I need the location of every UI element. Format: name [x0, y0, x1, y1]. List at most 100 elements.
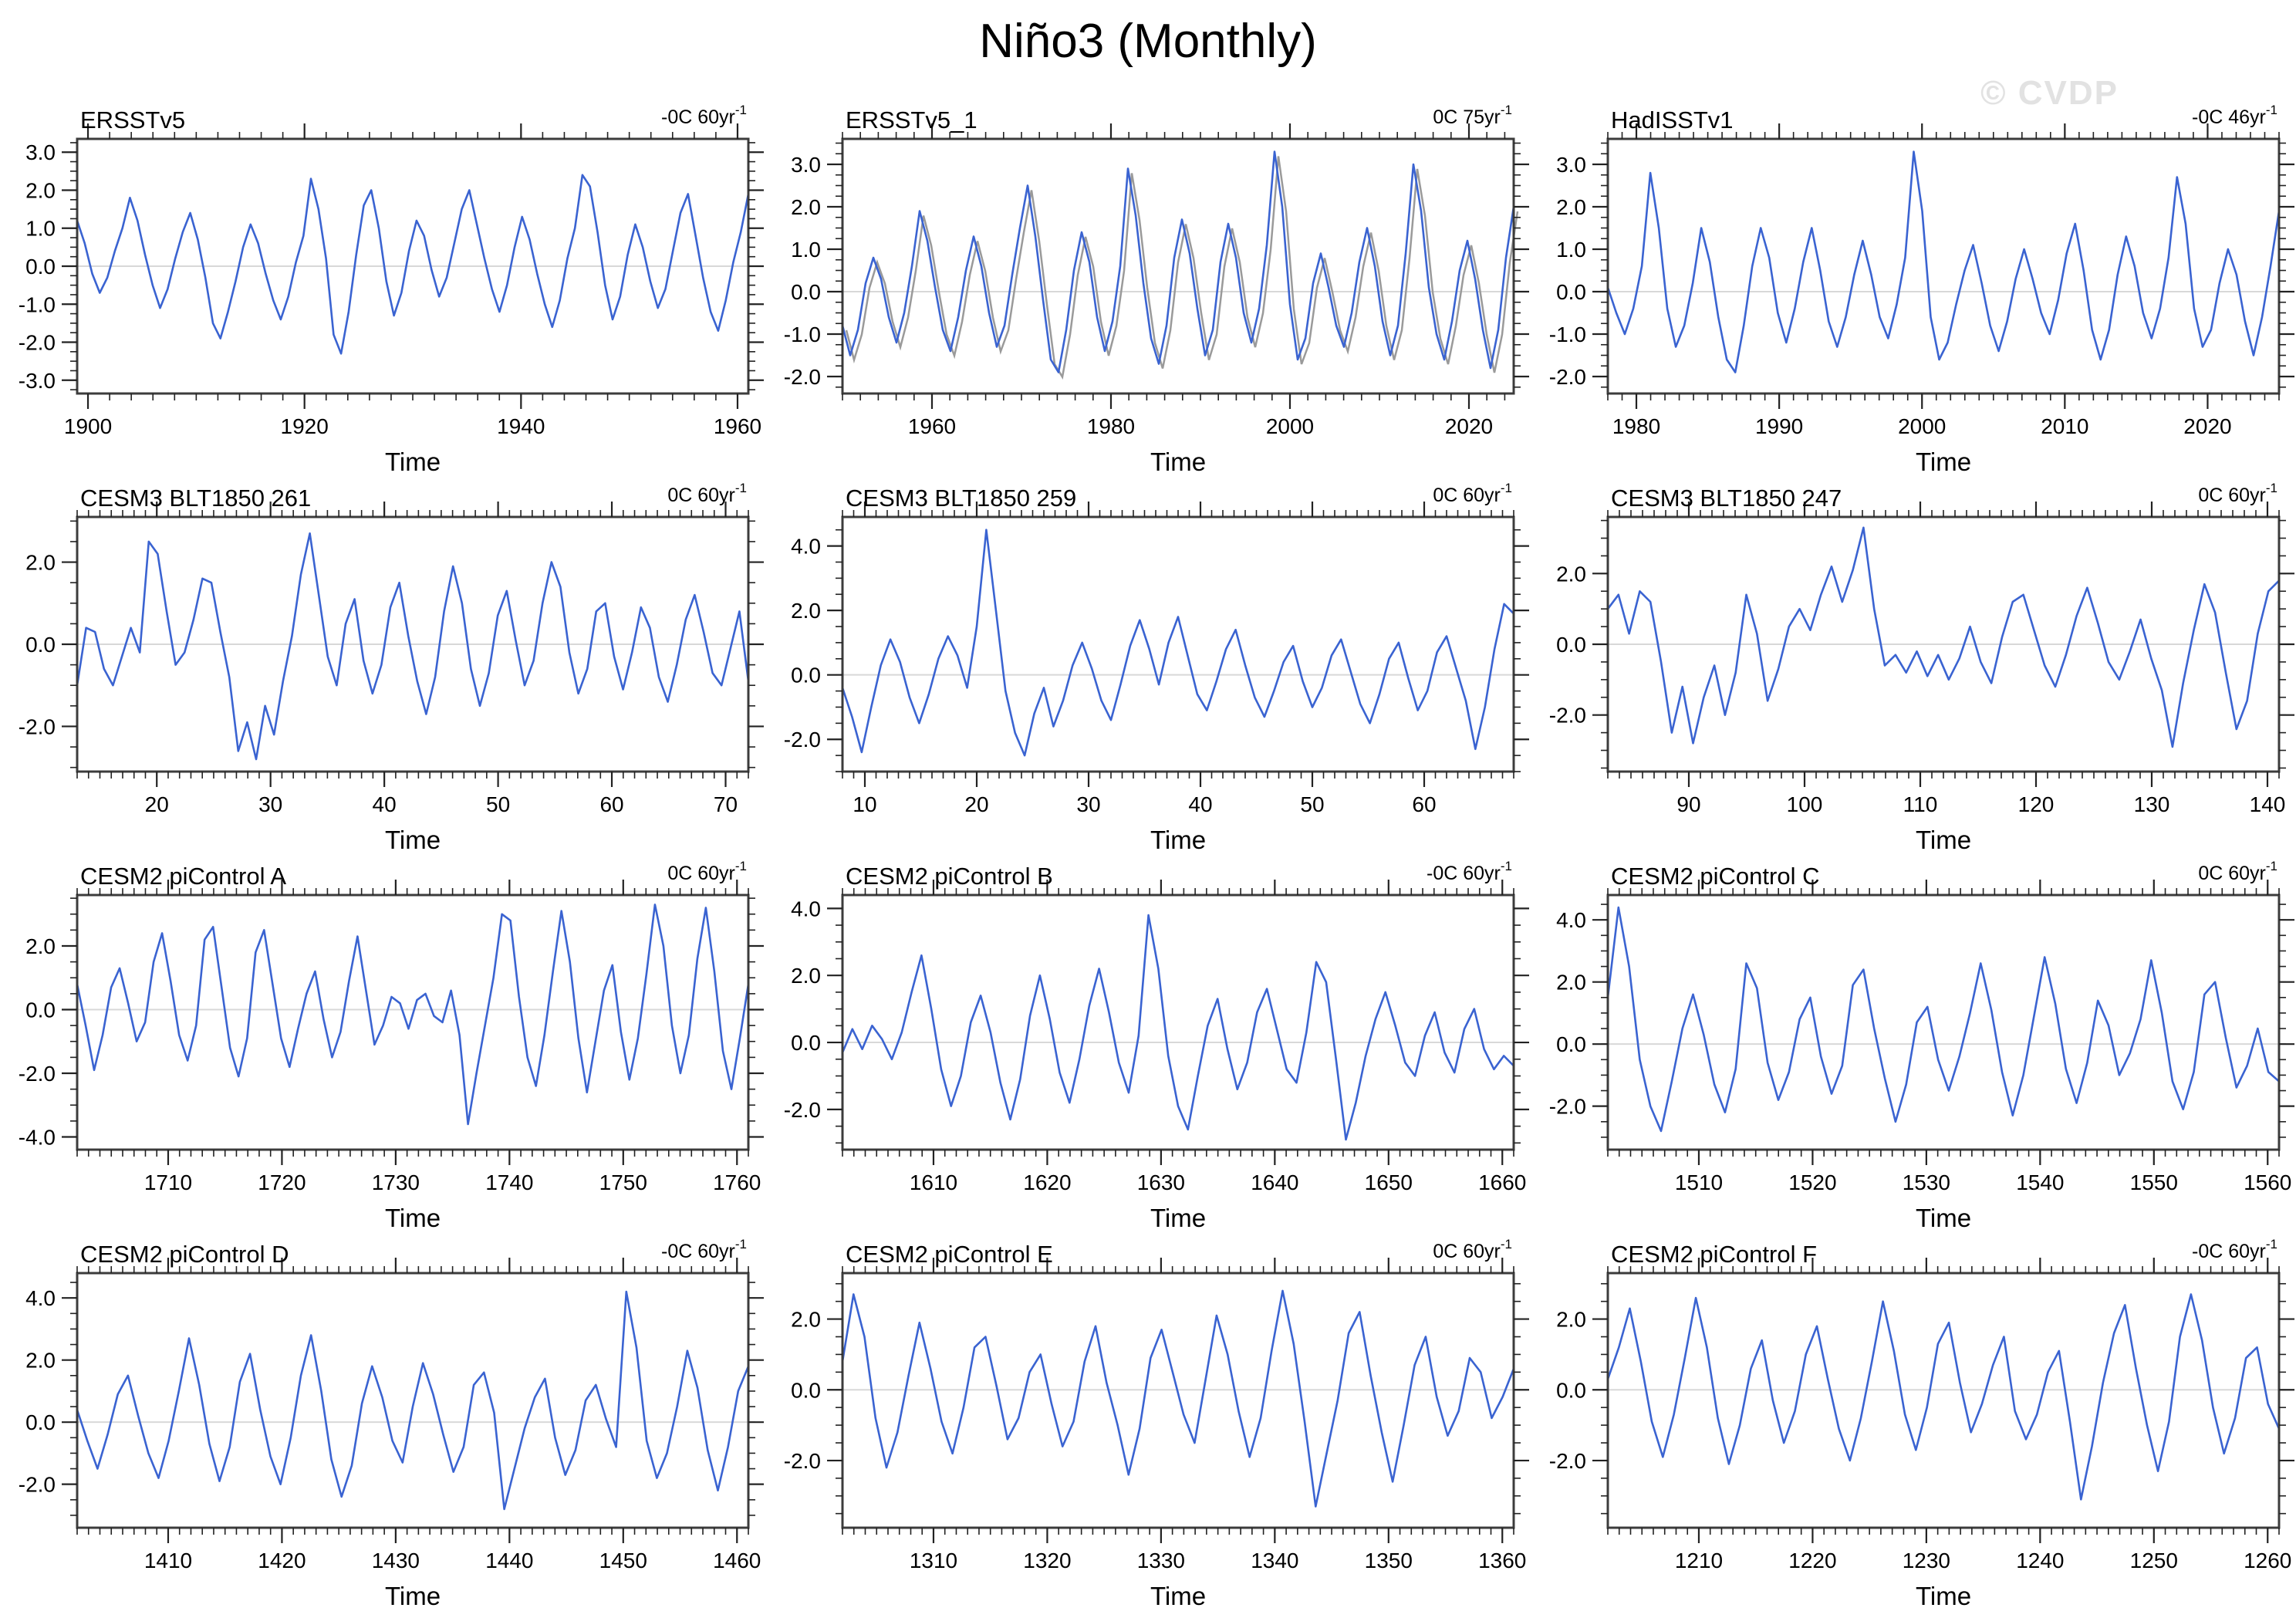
panel-plot: 1610 1620 1630 1640 1650 1660 4.0 2.0 0.0 -2.0 CES… — [784, 859, 1529, 1232]
y-tick-label: -2.0 — [1549, 704, 1586, 728]
x-tick-label: 1340 — [1251, 1549, 1298, 1572]
y-tick-label: 2.0 — [1556, 562, 1586, 586]
panel-title: CESM2 piControl B — [846, 863, 1053, 890]
panel-title: CESM2 piControl A — [80, 863, 286, 890]
x-tick-label: 60 — [599, 792, 623, 816]
panel-plot: 90 100 110 120 130 140 2.0 0.0 -2.0 CESM3 BLT1850… — [1549, 481, 2294, 854]
series-line — [841, 529, 1514, 757]
x-axis-label: Time — [1916, 826, 1971, 854]
x-tick-label: 2000 — [1266, 414, 1314, 438]
x-axis-label: Time — [1916, 1204, 1971, 1232]
series-line — [841, 914, 1514, 1141]
x-tick-label: 1350 — [1365, 1549, 1413, 1572]
series-line — [1606, 150, 2281, 373]
x-tick-label: 1450 — [599, 1549, 647, 1572]
x-tick-label: 1440 — [485, 1549, 533, 1572]
y-tick-label: -2.0 — [784, 365, 821, 389]
axes-box — [1606, 1272, 2281, 1529]
series-line — [1606, 526, 2280, 748]
y-tick-label: 0.0 — [791, 1378, 821, 1402]
x-axis-label: Time — [1150, 1582, 1206, 1610]
y-tick-label: -3.0 — [19, 369, 56, 393]
x-tick-label: 1520 — [1788, 1170, 1836, 1194]
panel-plot: 1960 1980 2000 2020 3.0 2.0 1.0 0.0 -1.0 -2.0 ERSS… — [784, 103, 1529, 476]
axes-box — [1606, 893, 2281, 1151]
x-tick-label: 50 — [486, 792, 510, 816]
timeseries-panel-2: 1960 1980 2000 2020 3.0 2.0 1.0 0.0 -1.0 -2.0 ERSS… — [765, 99, 1531, 477]
y-tick-label: 0.0 — [1556, 280, 1586, 304]
panel-title: ERSSTv5_1 — [846, 106, 977, 133]
panel-plot: 1210 1220 1230 1240 1250 1260 2.0 0.0 -2.0 CESM2 … — [1549, 1237, 2294, 1610]
y-tick-label: -4.0 — [19, 1126, 56, 1150]
x-tick-label: 1710 — [144, 1170, 192, 1194]
x-axis-label: Time — [1150, 826, 1206, 854]
x-axis-label: Time — [385, 1582, 441, 1610]
panel-title: CESM3 BLT1850 259 — [846, 485, 1076, 512]
x-tick-label: 1420 — [258, 1549, 306, 1572]
x-tick-label: 1220 — [1788, 1549, 1836, 1572]
y-tick-label: 0.0 — [791, 280, 821, 304]
timeseries-panel-10: 1410 1420 1430 1440 1450 1460 4.0 2.0 0.0 -2.0 CES… — [0, 1233, 765, 1611]
timeseries-panel-9: 1510 1520 1530 1540 1550 1560 4.0 2.0 0.0 -2.0 CES… — [1531, 855, 2296, 1233]
trend-annotation: 0C 60yr-1 — [2198, 481, 2277, 506]
timeseries-panel-1: 1900 1920 1940 1960 3.0 2.0 1.0 0.0 -1.0 -2.0 -3.0… — [0, 99, 765, 477]
y-tick-label: 2.0 — [791, 195, 821, 219]
x-tick-label: 1250 — [2130, 1549, 2178, 1572]
y-tick-label: 0.0 — [791, 1031, 821, 1055]
x-tick-label: 40 — [1188, 792, 1212, 816]
x-tick-label: 1210 — [1675, 1549, 1723, 1572]
axes-box — [1606, 137, 2281, 395]
x-tick-label: 1650 — [1365, 1170, 1413, 1194]
x-tick-label: 1740 — [485, 1170, 533, 1194]
panel-title: CESM2 piControl E — [846, 1241, 1053, 1268]
x-tick-label: 30 — [258, 792, 282, 816]
x-tick-label: 1940 — [497, 414, 545, 438]
trend-annotation: -0C 46yr-1 — [2192, 103, 2277, 128]
x-tick-label: 1530 — [1903, 1170, 1950, 1194]
x-axis-label: Time — [1150, 1204, 1206, 1232]
y-tick-label: -1.0 — [784, 323, 821, 346]
y-tick-label: -2.0 — [19, 331, 56, 355]
axes-box — [841, 515, 1515, 773]
y-tick-label: 0.0 — [1556, 1378, 1586, 1402]
y-tick-label: 2.0 — [25, 934, 56, 958]
y-tick-label: 4.0 — [791, 535, 821, 559]
y-tick-label: 0.0 — [1556, 1032, 1586, 1056]
x-tick-label: 60 — [1412, 792, 1436, 816]
x-tick-label: 110 — [1903, 792, 1938, 816]
x-tick-label: 1460 — [713, 1549, 761, 1572]
trend-annotation: 0C 60yr-1 — [667, 859, 747, 884]
panel-title: CESM2 piControl C — [1611, 863, 1819, 890]
y-tick-label: -2.0 — [784, 1449, 821, 1473]
x-tick-label: 1980 — [1612, 414, 1660, 438]
panel-plot: 1980 1990 2000 2010 2020 3.0 2.0 1.0 0.0 -1.0 -2.0… — [1549, 103, 2294, 476]
axes-box — [76, 893, 750, 1151]
x-axis-label: Time — [1916, 448, 1971, 476]
panel-plot: 1410 1420 1430 1440 1450 1460 4.0 2.0 0.0 -2.0 CES… — [19, 1237, 764, 1610]
y-tick-label: 0.0 — [25, 1410, 56, 1434]
cvdp-watermark: © CVDP — [1980, 74, 2119, 112]
trend-annotation: -0C 60yr-1 — [2192, 1237, 2277, 1262]
x-tick-label: 1750 — [599, 1170, 647, 1194]
x-tick-label: 1920 — [281, 414, 329, 438]
x-tick-label: 50 — [1300, 792, 1324, 816]
timeseries-panel-3: 1980 1990 2000 2010 2020 3.0 2.0 1.0 0.0 -1.0 -2.0… — [1531, 99, 2296, 477]
trend-annotation: -0C 60yr-1 — [661, 1237, 747, 1262]
y-tick-label: 4.0 — [791, 897, 821, 920]
x-tick-label: 1960 — [908, 414, 956, 438]
x-tick-label: 1720 — [258, 1170, 306, 1194]
x-tick-label: 2020 — [2183, 414, 2231, 438]
y-tick-label: 3.0 — [25, 140, 56, 164]
panel-title: CESM2 piControl D — [80, 1241, 289, 1268]
x-tick-label: 1610 — [910, 1170, 957, 1194]
trend-annotation: 0C 60yr-1 — [667, 481, 747, 506]
y-tick-label: 2.0 — [791, 1308, 821, 1332]
x-tick-label: 1320 — [1023, 1549, 1071, 1572]
y-tick-label: 0.0 — [25, 255, 56, 279]
x-tick-label: 120 — [2018, 792, 2055, 816]
x-tick-label: 20 — [964, 792, 988, 816]
y-tick-label: -2.0 — [19, 714, 56, 738]
series-line — [76, 1290, 750, 1511]
panel-plot: 1510 1520 1530 1540 1550 1560 4.0 2.0 0.0 -2.0 CES… — [1549, 859, 2294, 1232]
x-tick-label: 90 — [1676, 792, 1700, 816]
